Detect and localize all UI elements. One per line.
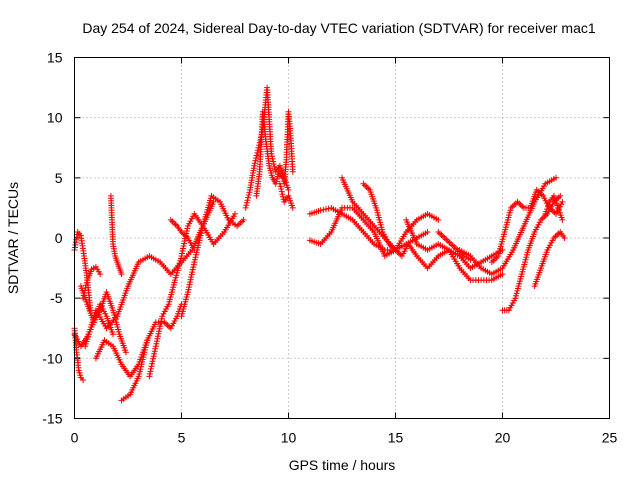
data-point — [553, 174, 559, 181]
y-tick-label: -10 — [42, 350, 62, 366]
data-point — [232, 210, 238, 217]
series-line-track-9 — [121, 303, 183, 401]
y-tick-label: 10 — [47, 110, 63, 126]
data-point — [499, 271, 506, 278]
data-point — [80, 295, 87, 302]
data-point — [253, 152, 260, 159]
y-tick-label: 15 — [47, 50, 63, 66]
data-point — [118, 271, 125, 278]
data-point — [561, 235, 568, 241]
data-point — [81, 290, 88, 296]
data-point — [317, 207, 324, 214]
data-point — [325, 205, 332, 212]
data-point — [278, 188, 285, 195]
data-point — [285, 186, 292, 193]
chart-title: Day 254 of 2024, Sidereal Day-to-day VTE… — [82, 20, 595, 36]
x-axis-label: GPS time / hours — [289, 457, 396, 473]
x-tick-label: 25 — [602, 430, 618, 446]
axis-ticks: 0 5 10 15 20 25 -15 -10 -5 0 5 10 15 — [42, 50, 617, 446]
x-tick-label: 10 — [281, 430, 297, 446]
data-point — [277, 183, 284, 190]
data-point — [243, 199, 250, 206]
y-tick-label: -15 — [42, 411, 62, 427]
data-point — [559, 198, 566, 205]
data-point — [289, 168, 296, 175]
data-point — [240, 216, 247, 223]
data-point — [191, 247, 198, 253]
y-tick-label: 5 — [55, 170, 63, 186]
series-points — [71, 84, 568, 404]
data-point — [254, 149, 261, 156]
data-point — [83, 279, 90, 286]
x-tick-label: 5 — [178, 430, 186, 446]
data-point — [122, 349, 129, 356]
data-point — [110, 331, 116, 338]
data-point — [435, 216, 442, 223]
data-point — [276, 180, 283, 187]
data-point — [270, 161, 277, 168]
data-point — [280, 193, 286, 200]
data-point — [242, 204, 249, 211]
data-point — [253, 155, 260, 162]
series-line-track-6 — [84, 201, 215, 347]
y-axis-label: SDTVAR / TECUs — [5, 182, 21, 294]
y-tick-label: 0 — [55, 230, 63, 246]
data-point — [320, 206, 327, 213]
data-point — [244, 197, 251, 204]
x-tick-label: 20 — [495, 430, 511, 446]
data-point — [251, 160, 258, 167]
data-point — [83, 282, 90, 289]
data-point — [245, 192, 252, 198]
grid — [74, 57, 610, 419]
data-point — [97, 271, 104, 278]
data-point — [323, 206, 329, 213]
data-point — [80, 292, 87, 299]
data-point — [245, 194, 252, 201]
data-point — [424, 229, 431, 235]
plot-frame — [74, 57, 610, 419]
y-tick-label: -5 — [50, 290, 63, 306]
data-point — [82, 284, 89, 291]
data-point — [559, 216, 566, 223]
data-point — [251, 162, 258, 169]
data-point — [289, 204, 296, 211]
x-tick-label: 15 — [388, 430, 404, 446]
data-point — [278, 186, 285, 192]
data-point — [148, 363, 155, 370]
series-line-track-10 — [148, 213, 236, 377]
data-point — [80, 377, 87, 383]
x-tick-label: 0 — [71, 430, 79, 446]
data-point — [557, 192, 564, 199]
